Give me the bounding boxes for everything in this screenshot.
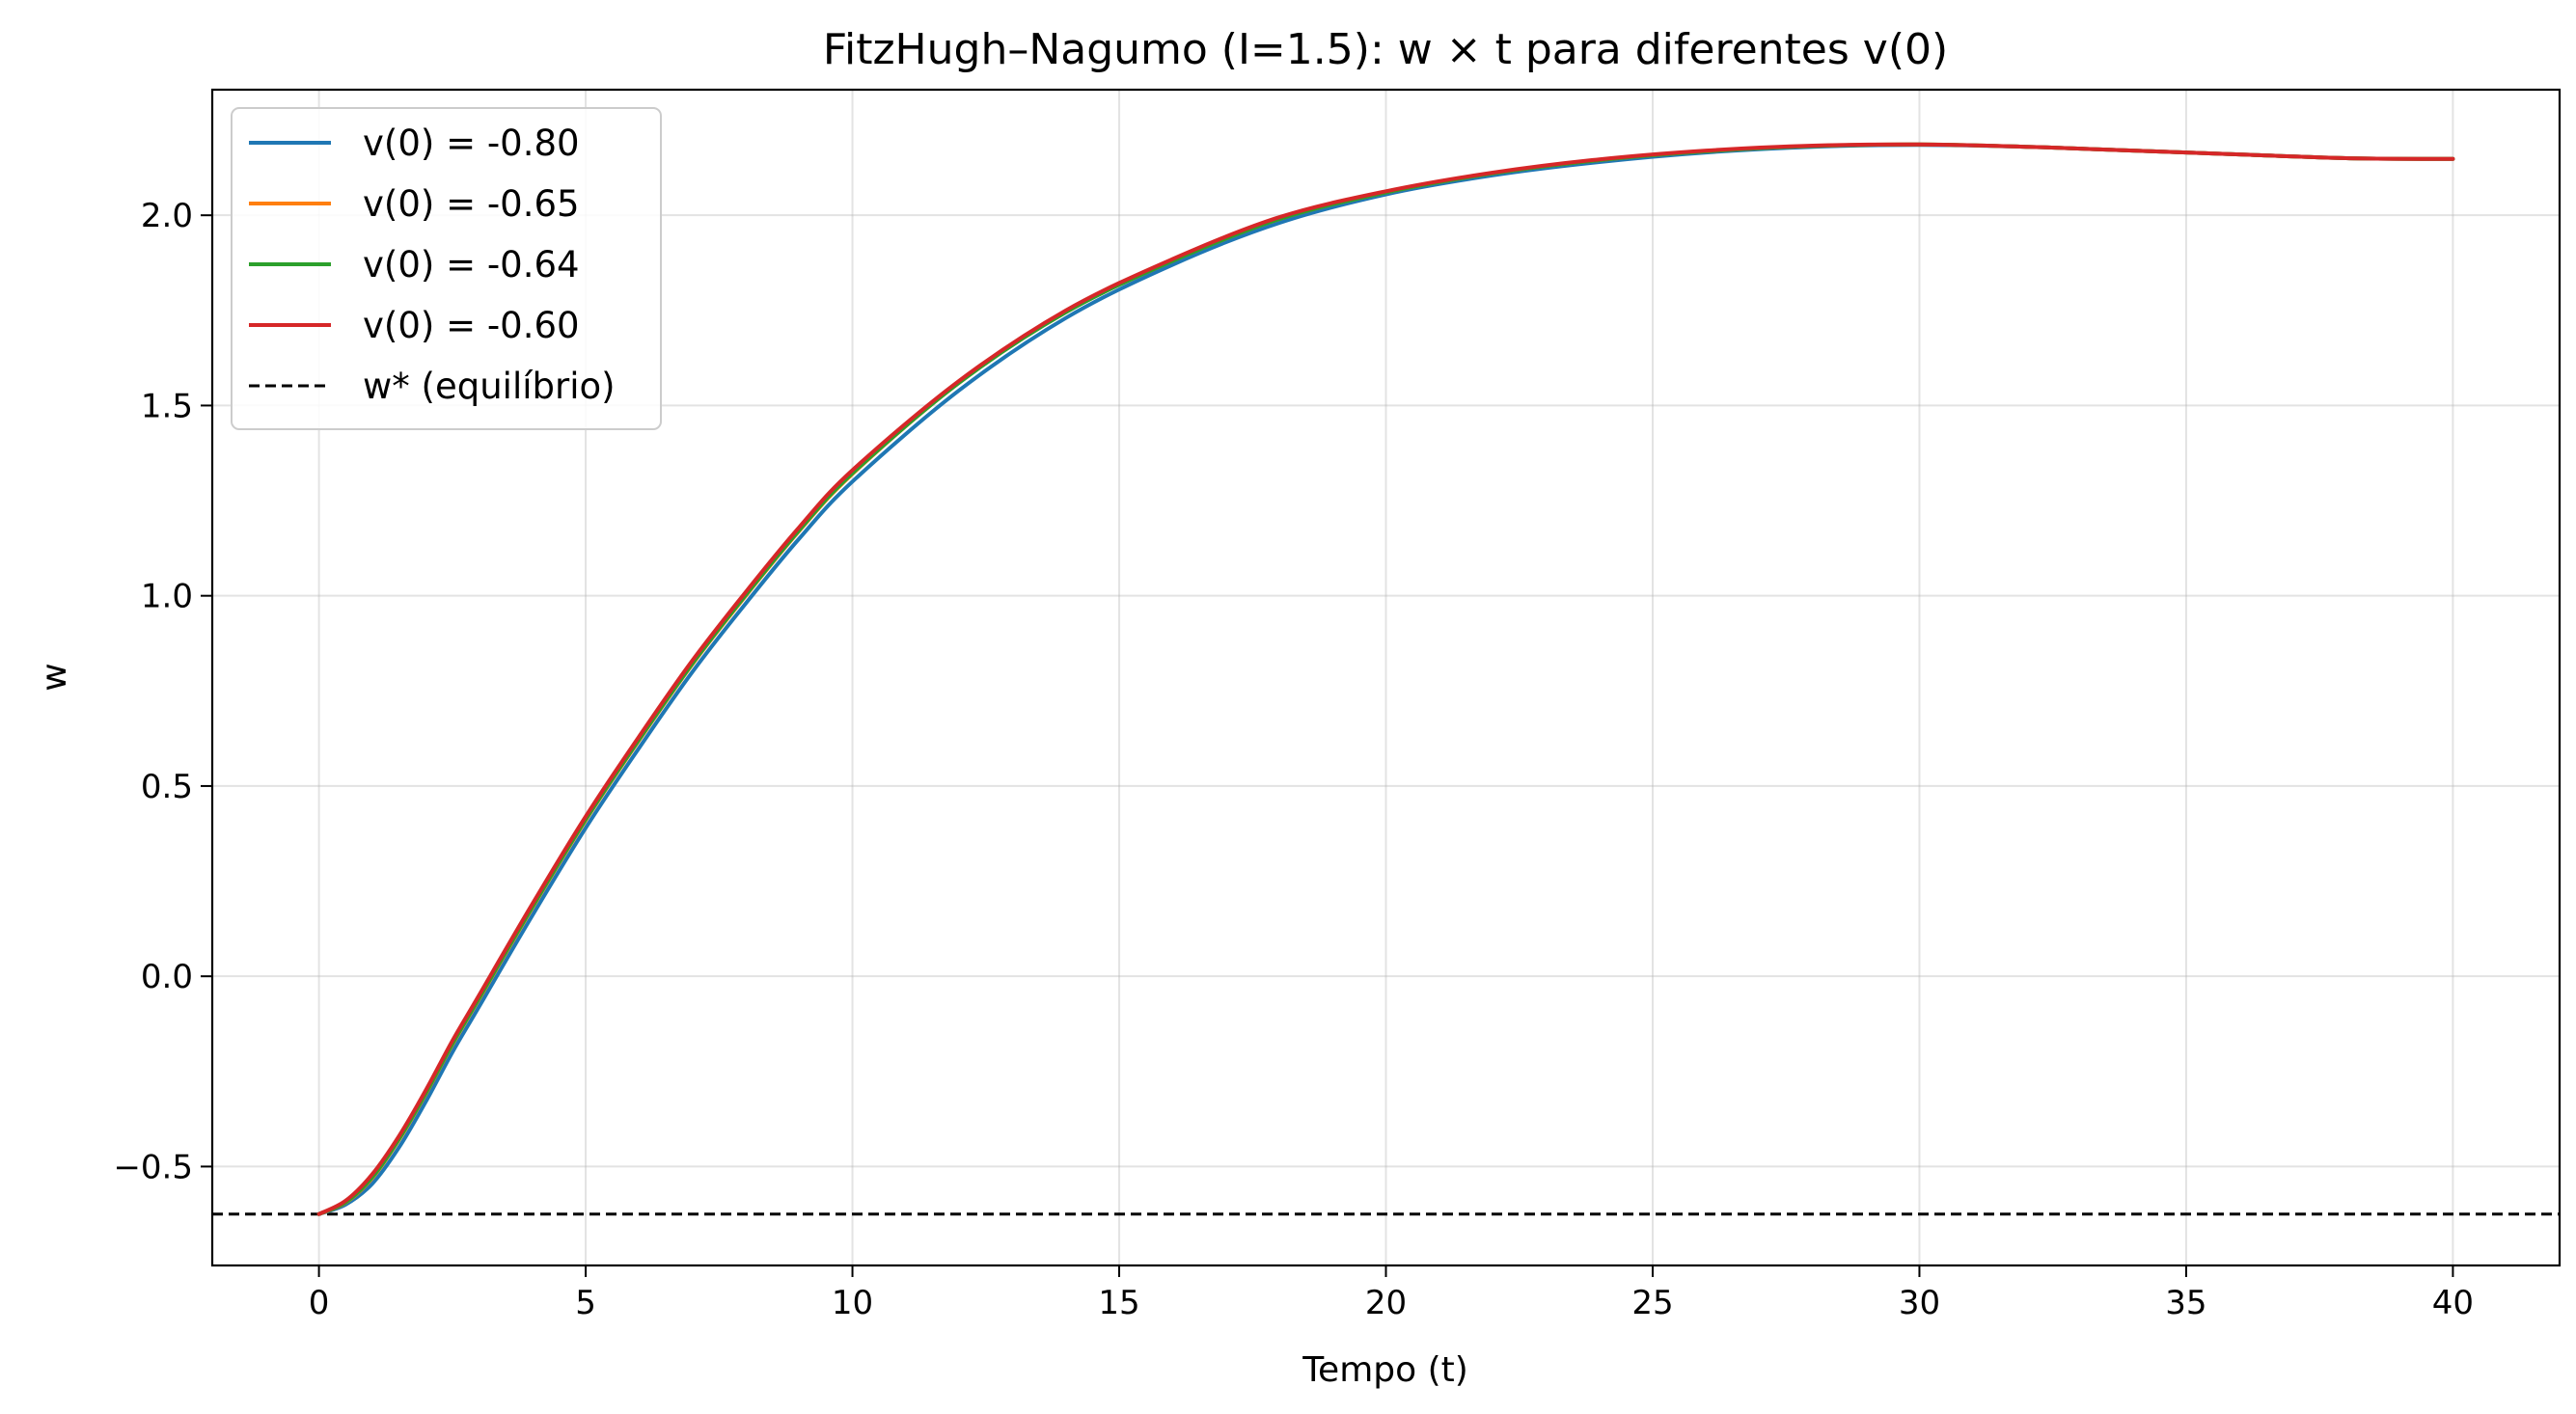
- legend-box: [231, 107, 662, 430]
- x-tick-label: 15: [1098, 1284, 1139, 1322]
- x-tick-label: 25: [1631, 1284, 1673, 1322]
- y-tick-label: 0.0: [141, 958, 193, 996]
- series-layer: [316, 142, 2455, 1216]
- legend-label: w* (equilíbrio): [363, 366, 616, 407]
- legend-label: v(0) = -0.80: [363, 122, 580, 164]
- x-tick-label: 20: [1365, 1284, 1407, 1322]
- x-tick-label: 0: [309, 1284, 330, 1322]
- y-tick-label: 1.0: [141, 578, 193, 616]
- legend-label: v(0) = -0.60: [363, 305, 580, 346]
- y-tick-label: 0.5: [141, 768, 193, 806]
- legend: v(0) = -0.80 v(0) = -0.65 v(0) = -0.64 v(0)…: [231, 107, 662, 430]
- legend-label: v(0) = -0.65: [363, 183, 580, 225]
- x-tick-label: 5: [575, 1284, 596, 1322]
- x-tick-label: 30: [1899, 1284, 1940, 1322]
- x-tick-label: 40: [2432, 1284, 2474, 1322]
- y-axis-ticks: −0.5 0.0 0.5 1.0 1.5 2.0: [113, 197, 212, 1186]
- x-axis-label: Tempo (t): [1302, 1350, 1468, 1390]
- y-axis-label: w: [35, 663, 74, 691]
- y-tick-label: 1.5: [141, 387, 193, 425]
- y-tick-label: −0.5: [113, 1148, 193, 1186]
- series-line-4: [316, 142, 2455, 1216]
- chart-title: FitzHugh–Nagumo (I=1.5): w × t para dife…: [823, 25, 1948, 74]
- grid-lines: [212, 90, 2560, 1265]
- x-axis-ticks: 0 5 10 15 20 25 30 35 40: [309, 1265, 2474, 1322]
- y-tick-label: 2.0: [141, 197, 193, 235]
- legend-label: v(0) = -0.64: [363, 244, 580, 286]
- x-tick-label: 35: [2165, 1284, 2206, 1322]
- x-tick-label: 10: [832, 1284, 873, 1322]
